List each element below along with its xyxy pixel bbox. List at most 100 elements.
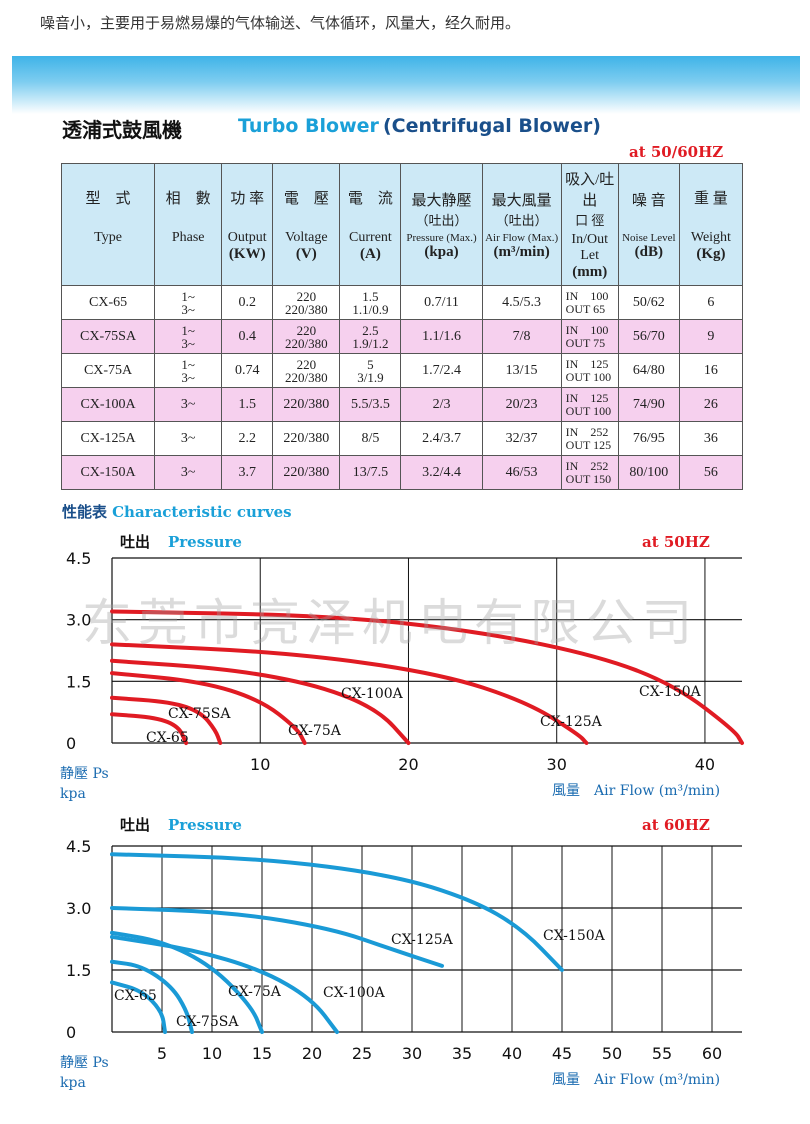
table-cell: 0.74 — [221, 353, 274, 388]
frequency-note: at 50/60HZ — [629, 143, 724, 161]
chart-title-zh: 吐出 — [120, 816, 150, 834]
x-tick-label: 55 — [652, 1044, 672, 1063]
x-tick-label: 35 — [452, 1044, 472, 1063]
cell-text: 6 — [707, 295, 715, 310]
table-row: CX-75A 1~ 3~ 0.74 220 220/380 5 3/1.9 1.7/2.4 13/… — [60, 353, 744, 388]
curves-title: 性能表 Characteristic curves — [62, 501, 292, 522]
y-axis-unit: kpa — [60, 786, 86, 802]
cell-text: 3.7 — [238, 465, 257, 480]
y-axis-label: 静壓 Ps — [60, 1055, 109, 1071]
header-zh: 型 式 — [85, 190, 131, 207]
table-cell: 5.5/3.5 — [339, 387, 402, 422]
cell-text: OUT 125 — [565, 437, 612, 452]
series-label: CX-75A — [288, 723, 342, 739]
table-cell: 1.1/1.6 — [400, 319, 483, 354]
series-label: CX-100A — [323, 985, 386, 1001]
table-cell: 20/23 — [481, 387, 562, 422]
series-line — [110, 959, 194, 1034]
chart-title-en: Pressure — [168, 533, 242, 551]
chart-50hz: 吐出 Pressure at 50HZ 4.5 3.0 1.5 0 10 20 30 40 CX-65… — [60, 533, 744, 802]
cell-text: IN 125 — [565, 356, 609, 371]
table-cell: 220/380 — [272, 455, 341, 490]
cell-text: 220/380 — [283, 465, 330, 480]
cell-text: CX-150A — [80, 465, 136, 480]
cell-text: OUT 100 — [565, 369, 612, 384]
table-header-cell: 功 率 Output (KW) — [221, 163, 274, 286]
y-tick-label: 3.0 — [66, 611, 91, 630]
series-label: CX-75SA — [176, 1014, 239, 1030]
table-header-cell: 最大静壓 （吐出） Pressure (Max.) (kpa) — [400, 163, 483, 286]
table-cell: 2/3 — [400, 387, 483, 422]
cell-text: 3/1.9 — [357, 369, 384, 385]
cell-text: 1.5 — [362, 288, 379, 304]
table-cell: CX-75SA — [60, 319, 156, 354]
table-cell: 0.2 — [221, 285, 274, 320]
table-row: CX-150A 3~ 3.7 220/380 13/7.5 3.2/4.4 46/53 IN … — [60, 455, 744, 490]
table-header-cell: 重 量 Weight (Kg) — [678, 163, 744, 286]
x-axis-label-zh: 風量 — [552, 783, 580, 799]
cell-text: 32/37 — [505, 431, 538, 446]
chart-freq: at 60HZ — [642, 816, 710, 834]
table-cell: 32/37 — [481, 421, 562, 456]
series-line — [110, 695, 223, 745]
spec-table: 型 式 Type 相 數 Phase 功 率 Output (KW) 電 壓 Voltage… — [60, 163, 744, 490]
cell-text: 76/95 — [632, 431, 665, 446]
cell-text: 1~ — [181, 356, 195, 372]
header-unit: (m³/min) — [493, 243, 550, 260]
cell-text: 2.4/3.7 — [422, 431, 461, 446]
x-tick-label: 45 — [552, 1044, 572, 1063]
cell-text: 1.1/1.6 — [422, 329, 461, 344]
cell-text: 220 — [296, 288, 317, 304]
table-cell: 50/62 — [617, 285, 680, 320]
cell-text: 0.4 — [238, 329, 257, 344]
y-tick-label: 1.5 — [66, 961, 91, 980]
header-zh: 電 流 — [347, 190, 393, 207]
table-cell: IN 125 OUT 100 — [560, 353, 619, 388]
cell-text: 1.9/1.2 — [352, 335, 389, 351]
series-line — [110, 712, 189, 745]
table-cell: 56 — [678, 455, 744, 490]
table-cell: 4.5/5.3 — [481, 285, 562, 320]
cell-text: 0.7/11 — [424, 295, 459, 310]
cell-text: 2/3 — [432, 397, 451, 412]
x-tick-label: 20 — [398, 755, 418, 774]
table-cell: 26 — [678, 387, 744, 422]
cell-text: 3~ — [181, 369, 195, 385]
table-cell: 1~ 3~ — [154, 285, 223, 320]
table-cell: 13/7.5 — [339, 455, 402, 490]
table-cell: 220/380 — [272, 421, 341, 456]
header-en: Air Flow (Max.) — [485, 231, 559, 244]
y-tick-label: 0 — [66, 1023, 76, 1042]
table-cell: IN 252 OUT 125 — [560, 421, 619, 456]
intro-text: 噪音小，主要用于易燃易爆的气体输送、气体循环，风量大，经久耐用。 — [40, 14, 521, 32]
x-tick-label: 40 — [502, 1044, 522, 1063]
header-unit: (V) — [295, 245, 317, 262]
table-cell: 5 3/1.9 — [339, 353, 402, 388]
header-unit — [62, 246, 154, 263]
cell-text: 3~ — [181, 301, 195, 317]
y-axis-label: 静壓 Ps — [60, 766, 109, 782]
cell-text: 3.2/4.4 — [422, 465, 461, 480]
header-zh-sub — [273, 208, 339, 226]
cell-text: 1.5 — [238, 397, 257, 412]
table-cell: IN 125 OUT 100 — [560, 387, 619, 422]
cell-text: 5 — [367, 356, 374, 372]
watermark: 东莞市亮泽机电有限公司 — [82, 594, 698, 652]
table-cell: CX-125A — [60, 421, 156, 456]
cell-text: 2.5 — [362, 322, 379, 338]
cell-text: 220/380 — [285, 369, 328, 385]
x-axis-label-en: Air Flow (m³/min) — [593, 783, 720, 799]
cell-text: 220 — [296, 322, 317, 338]
header-unit — [155, 246, 221, 263]
series-label: CX-75A — [228, 984, 282, 1000]
cell-text: IN 252 — [565, 458, 609, 473]
series-line — [110, 980, 167, 1034]
header-zh-sub — [62, 208, 154, 226]
table-cell: 76/95 — [617, 421, 680, 456]
table-cell: CX-65 — [60, 285, 156, 320]
cell-text: OUT 75 — [565, 335, 606, 350]
header-zh: 噪 音 — [631, 192, 666, 209]
table-header-row: 型 式 Type 相 數 Phase 功 率 Output (KW) 電 壓 Voltage… — [60, 163, 744, 286]
cell-text: 16 — [703, 363, 718, 378]
cell-text: 1~ — [181, 322, 195, 338]
